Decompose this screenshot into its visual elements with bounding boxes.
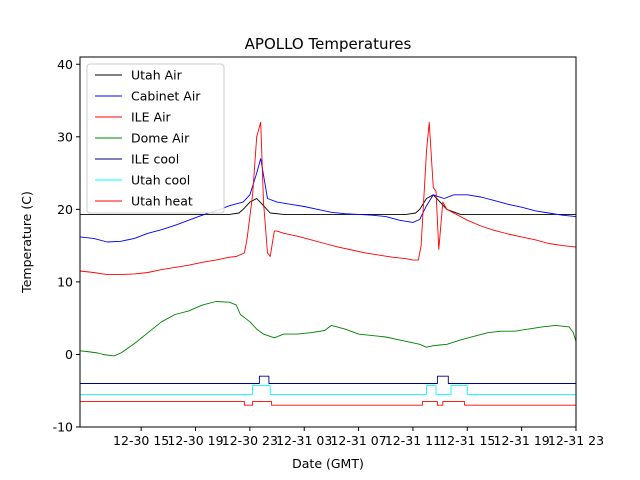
legend-label-ile-cool: ILE cool [131, 152, 179, 167]
series-line-utah-cool [80, 385, 576, 395]
y-tick-label: 20 [57, 202, 73, 217]
y-tick-label: 10 [57, 274, 73, 289]
legend: Utah Air Cabinet Air ILE Air Dome Air ILE co… [86, 63, 225, 214]
legend-label-ile-air: ILE Air [131, 110, 172, 125]
plot-frame [79, 56, 577, 428]
chart-title: APOLLO Temperatures [245, 35, 412, 53]
x-tick-label: 12-31 11 [385, 433, 441, 448]
legend-label-utah-heat: Utah heat [131, 194, 193, 209]
y-tick-label: -10 [53, 420, 73, 435]
y-tick-label: 40 [57, 57, 73, 72]
y-axis-label: Temperature (C) [19, 191, 34, 294]
series-line-ile-cool [80, 375, 576, 384]
x-tick-label: 12-31 23 [548, 433, 604, 448]
x-tick-label: 12-31 03 [276, 433, 332, 448]
y-tick-label: 0 [65, 347, 73, 362]
x-tick-label: 12-31 15 [439, 433, 495, 448]
x-tick-label: 12-31 19 [494, 433, 550, 448]
series-line-ile-air [79, 121, 577, 276]
series-line-cabinet-air [79, 158, 577, 243]
series-line-utah-heat [80, 401, 576, 406]
x-axis-label: Date (GMT) [292, 456, 364, 471]
x-tick-label: 12-30 19 [167, 433, 223, 448]
x-tick-label: 12-30 23 [222, 433, 278, 448]
y-tick-label: 30 [57, 129, 73, 144]
legend-label-dome-air: Dome Air [131, 131, 190, 146]
legend-frame [86, 63, 225, 214]
legend-label-utah-cool: Utah cool [131, 173, 190, 188]
series-line-utah-air [80, 194, 576, 215]
x-tick-label: 12-31 07 [330, 433, 386, 448]
series-line-dome-air [79, 301, 577, 357]
x-tick-label: 12-30 15 [113, 433, 169, 448]
legend-label-utah-air: Utah Air [131, 68, 183, 83]
series-layer [79, 121, 577, 406]
legend-label-cabinet-air: Cabinet Air [131, 89, 201, 104]
